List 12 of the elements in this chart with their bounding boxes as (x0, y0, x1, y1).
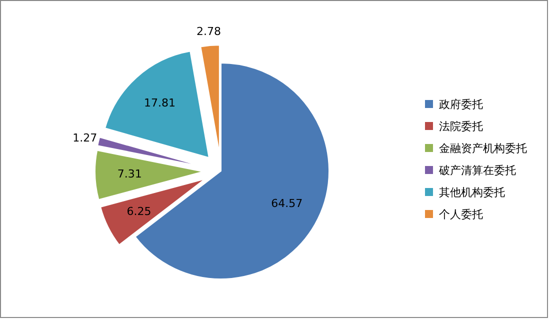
legend-label: 法院委托 (439, 118, 483, 134)
data-label: 17.81 (144, 96, 176, 110)
legend-label: 金融资产机构委托 (439, 140, 527, 156)
legend-label: 其他机构委托 (439, 184, 505, 200)
legend-label: 个人委托 (439, 206, 483, 222)
data-label: 64.57 (271, 196, 303, 210)
legend-label: 政府委托 (439, 96, 483, 112)
data-label: 6.25 (126, 204, 152, 218)
data-label: 7.31 (117, 167, 142, 180)
data-label: 2.78 (196, 25, 222, 38)
data-label: 1.27 (72, 132, 98, 145)
legend-label: 破产清算在委托 (439, 162, 516, 178)
